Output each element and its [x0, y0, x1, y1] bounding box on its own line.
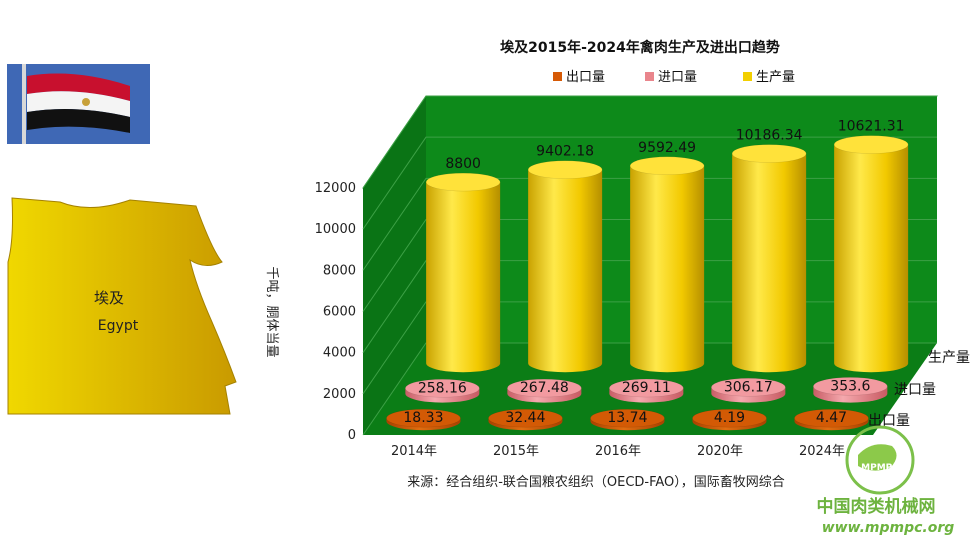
watermark-url: www.mpmpc.org	[822, 520, 955, 536]
data-label: 18.33	[403, 410, 443, 426]
egypt-flag-image	[7, 64, 150, 144]
x-tick-label: 2020年	[697, 444, 743, 459]
bar-top	[833, 135, 909, 154]
bar-top	[405, 379, 480, 398]
bar-top	[507, 378, 582, 398]
x-tick-label: 2024年	[799, 444, 845, 459]
legend-label: 生产量	[756, 70, 795, 85]
x-tick-label: 2015年	[493, 444, 539, 459]
bar-mark	[711, 378, 786, 403]
legend-label: 出口量	[566, 70, 605, 85]
legend-swatch	[743, 72, 752, 81]
y-tick-label: 4000	[323, 346, 356, 361]
bar-mark	[794, 408, 869, 431]
depth-axis-label: 生产量	[928, 350, 970, 366]
bar-top	[692, 408, 767, 428]
bar-top	[527, 160, 603, 179]
bar-top	[386, 408, 461, 428]
data-label: 269.11	[622, 380, 671, 396]
depth-axis-label: 进口量	[894, 382, 936, 398]
egypt-map: 埃及 Egypt	[7, 197, 237, 415]
legend-swatch	[645, 72, 654, 81]
bar-body	[528, 169, 603, 373]
map-label-en: Egypt	[98, 318, 139, 334]
bar-mark	[507, 378, 582, 403]
bar-top	[425, 172, 501, 192]
bar-body	[426, 182, 501, 373]
data-label: 10186.34	[736, 128, 803, 144]
bar-mark	[692, 408, 767, 431]
x-tick-label: 2014年	[391, 444, 437, 459]
y-axis: 0 2000 4000 6000 8000 10000 12000	[315, 181, 356, 443]
bar-mark	[386, 408, 461, 431]
y-tick-label: 8000	[323, 263, 356, 278]
watermark-cn: 中国肉类机械网	[817, 496, 936, 517]
bar-mark	[488, 408, 563, 431]
bar-top	[731, 144, 807, 163]
data-label: 13.74	[607, 410, 647, 426]
bar-mark	[629, 156, 705, 373]
bar-mark	[731, 144, 807, 373]
mpmpc-logo-text: MPMPC	[861, 463, 899, 473]
mpmpc-logo-icon	[845, 425, 915, 495]
egypt-map-shape	[7, 197, 237, 415]
x-tick-label: 2016年	[595, 444, 641, 459]
source-note: 来源：经合组织-联合国粮农组织（OECD-FAO），国际畜牧网综合	[407, 474, 785, 490]
bar-top	[590, 408, 665, 428]
watermark: MPMPC 中国肉类机械网 www.mpmpc.org	[817, 425, 955, 536]
bar-mark	[833, 135, 909, 373]
gridline	[362, 136, 937, 230]
bar-top	[629, 156, 705, 176]
x-axis: 2014年 2015年 2016年 2020年 2024年	[391, 444, 845, 459]
data-label: 4.47	[816, 410, 847, 426]
bar-mark	[609, 378, 684, 403]
data-label: 353.6	[830, 378, 870, 394]
data-label: 8800	[445, 156, 481, 172]
y-tick-label: 12000	[315, 181, 356, 196]
legend-label: 进口量	[658, 70, 697, 85]
data-label: 9592.49	[638, 140, 696, 156]
bar-top	[813, 377, 888, 396]
data-label: 258.16	[418, 380, 467, 396]
y-axis-label: 千吨，胴体当量	[264, 266, 279, 357]
bar-mark	[527, 160, 603, 373]
chart-marks: 18.33 32.44 13.74 4.19 4.47 258.16 267.48 269.1…	[386, 119, 909, 431]
bar-mark	[813, 377, 888, 403]
bar-top	[794, 408, 869, 428]
data-label: 306.17	[724, 379, 773, 395]
depth-axis-label: 出口量	[868, 413, 910, 429]
y-tick-label: 2000	[323, 387, 356, 402]
data-label: 10621.31	[838, 119, 905, 135]
y-tick-label: 6000	[323, 305, 356, 320]
gridline	[362, 95, 937, 189]
data-label: 267.48	[520, 380, 569, 396]
y-tick-label: 0	[348, 428, 356, 443]
bar-body	[630, 165, 705, 373]
map-label-cn: 埃及	[94, 289, 124, 307]
chart-title: 埃及2015年-2024年禽肉生产及进出口趋势	[500, 39, 780, 56]
depth-axis: 出口量 进口量 生产量	[868, 350, 970, 429]
bar-body	[834, 144, 909, 373]
data-label: 4.19	[714, 410, 745, 426]
y-tick-label: 10000	[315, 222, 356, 237]
data-label: 32.44	[505, 410, 545, 426]
eagle-emblem-icon	[82, 98, 90, 106]
bar-top	[711, 378, 786, 397]
bar-body	[732, 153, 807, 373]
bar-mark	[590, 408, 665, 431]
bar-top	[609, 378, 684, 398]
legend-swatch	[553, 72, 562, 81]
chart-legend: 出口量 进口量 生产量	[553, 70, 795, 85]
bar-mark	[405, 379, 480, 403]
bar-top	[488, 408, 563, 428]
data-label: 9402.18	[536, 144, 594, 160]
bar-mark	[425, 172, 501, 373]
